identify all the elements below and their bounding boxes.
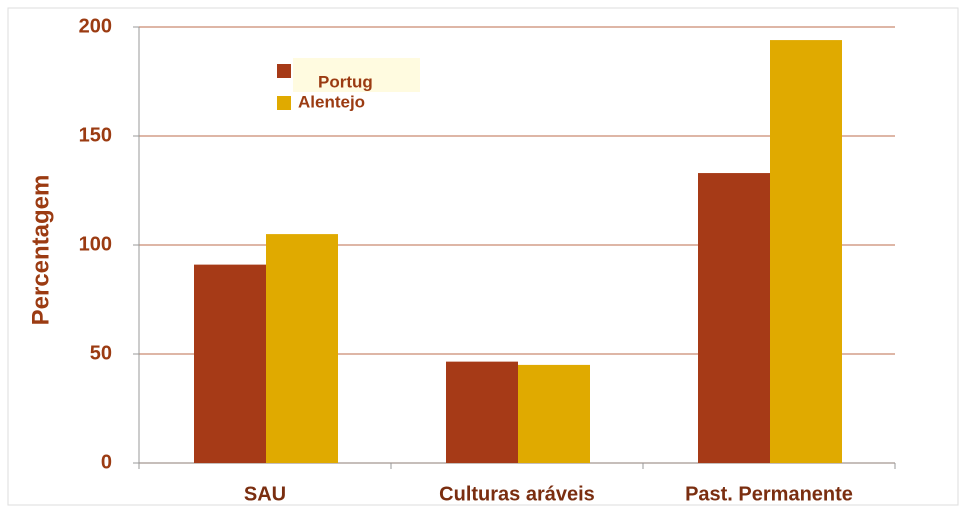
y-tick-label: 100 xyxy=(79,233,112,255)
x-tick-label: SAU xyxy=(244,483,286,505)
bar xyxy=(194,264,266,463)
y-tick-label: 200 xyxy=(79,15,112,37)
bar xyxy=(770,40,842,464)
legend-box xyxy=(293,58,420,92)
x-tick-label: Past. Permanente xyxy=(685,483,853,505)
frame xyxy=(7,7,959,506)
y-tick-label: 150 xyxy=(79,124,112,146)
legend-label: Portug xyxy=(318,72,373,91)
legend-swatch xyxy=(277,96,291,110)
y-tick-label: 50 xyxy=(90,342,112,364)
legend-label: Alentejo xyxy=(298,92,365,111)
y-axis-label: Percentagem xyxy=(27,175,54,326)
y-tick-label: 0 xyxy=(101,451,112,473)
legend-swatch xyxy=(277,64,291,78)
bar xyxy=(266,234,338,463)
bar xyxy=(698,173,770,463)
bar xyxy=(518,364,590,463)
bar xyxy=(446,361,518,463)
x-tick-label: Culturas aráveis xyxy=(439,483,595,505)
